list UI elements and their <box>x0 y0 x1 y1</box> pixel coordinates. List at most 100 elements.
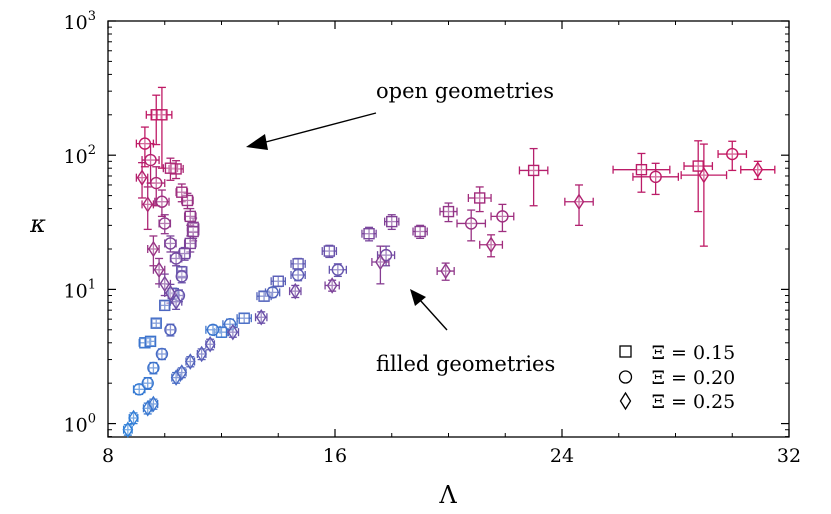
data-point-square <box>184 210 196 223</box>
error-bar <box>467 186 492 213</box>
data-point-square <box>527 164 540 177</box>
data-point-diamond <box>752 161 764 178</box>
error-bar <box>632 162 679 196</box>
data-point-square <box>414 225 426 238</box>
y-tick-label: 101 <box>64 277 96 302</box>
error-bar <box>135 161 149 199</box>
data-point-circle <box>144 153 157 167</box>
data-point-diamond <box>122 421 134 439</box>
y-tick-label: 100 <box>64 412 96 437</box>
data-point-diamond <box>184 353 196 370</box>
error-bar <box>479 234 504 258</box>
data-point-square <box>442 205 455 218</box>
data-point-circle <box>726 147 739 161</box>
data-point-circle <box>465 217 478 230</box>
data-point-diamond <box>573 193 585 211</box>
error-bar <box>683 140 714 213</box>
legend-label-1: = 0.15 <box>671 342 735 364</box>
data-point-diamond <box>165 284 176 302</box>
x-tick-label: 8 <box>102 445 114 467</box>
data-point-circle <box>155 347 169 361</box>
data-point-square <box>164 162 177 174</box>
legend-xi-symbol-2: Ξ <box>652 367 665 389</box>
data-point-square <box>176 186 188 198</box>
data-point-square <box>156 109 168 121</box>
data-point-diamond <box>698 166 710 184</box>
error-bar <box>680 143 728 247</box>
data-point-diamond <box>326 277 338 294</box>
y-tick-label: 102 <box>64 143 96 168</box>
data-point-diamond <box>375 253 386 271</box>
y-tick-label: 103 <box>64 9 96 34</box>
y-axis-title: κ <box>29 210 46 238</box>
data-point-diamond <box>170 293 182 310</box>
x-tick-label: 32 <box>777 445 801 467</box>
data-point-square <box>159 299 171 312</box>
data-point-circle <box>331 263 345 276</box>
data-point-circle <box>164 237 177 250</box>
data-point-diamond <box>196 345 207 363</box>
data-point-circle <box>496 210 509 223</box>
data-point-circle <box>649 170 662 184</box>
x-tick-label: 16 <box>323 445 347 467</box>
data-point-circle <box>138 137 152 150</box>
data-point-diamond <box>440 262 451 280</box>
legend-square-icon <box>619 345 632 358</box>
data-point-circle <box>164 323 177 336</box>
data-point-circle <box>175 270 188 283</box>
error-bar <box>148 398 159 410</box>
legend-label-3: = 0.25 <box>671 391 735 413</box>
data-point-diamond <box>255 308 267 326</box>
data-point-circle <box>169 252 183 265</box>
error-bar <box>154 189 170 218</box>
legend-circle-icon <box>618 370 633 384</box>
annotation-filled-arrow <box>410 289 448 331</box>
ticks-layer: 8 16 24 32 100 101 102 103 <box>64 9 802 467</box>
data-point-square <box>272 275 284 287</box>
data-point-circle <box>147 361 160 375</box>
data-point-square <box>363 228 375 240</box>
data-point-square <box>187 225 199 238</box>
legend-xi-symbol-1: Ξ <box>652 342 665 364</box>
data-point-circle <box>133 383 146 396</box>
legend: Ξ = 0.15 Ξ = 0.20 Ξ = 0.25 <box>618 342 735 413</box>
annotation-open-arrow <box>246 112 377 150</box>
annotation-filled-geometries: filled geometries <box>376 352 555 376</box>
data-point-diamond <box>153 261 165 279</box>
data-point-circle <box>158 217 171 230</box>
data-point-diamond <box>136 169 148 186</box>
markers-layer <box>122 109 764 439</box>
data-point-circle <box>266 286 279 299</box>
data-point-square <box>215 326 228 338</box>
data-point-square <box>692 160 704 172</box>
data-point-circle <box>291 268 305 282</box>
data-point-square <box>176 266 188 278</box>
data-point-diamond <box>176 364 188 381</box>
error-bar <box>612 152 671 193</box>
data-point-circle <box>150 176 163 190</box>
data-point-diamond <box>485 236 497 254</box>
error-bar <box>518 147 549 207</box>
error-bar <box>176 367 187 379</box>
data-point-diamond <box>128 409 139 427</box>
error-bar <box>717 140 748 172</box>
data-point-square <box>150 317 162 329</box>
data-point-square <box>323 245 336 257</box>
data-point-diamond <box>159 275 171 293</box>
error-bar <box>371 245 390 285</box>
data-point-square <box>184 237 196 250</box>
data-point-diamond <box>204 335 216 353</box>
data-point-diamond <box>148 240 159 258</box>
data-point-square <box>635 163 648 176</box>
error-bar <box>490 203 515 233</box>
data-point-diamond <box>148 395 159 413</box>
data-point-diamond <box>227 323 239 341</box>
data-point-square <box>292 258 304 270</box>
error-bar <box>456 209 487 242</box>
error-bar <box>290 269 306 282</box>
data-point-circle <box>141 376 154 390</box>
data-point-circle <box>155 195 169 208</box>
x-axis-title: Λ <box>438 481 457 509</box>
data-point-diamond <box>142 196 154 213</box>
x-tick-label: 24 <box>550 445 574 467</box>
